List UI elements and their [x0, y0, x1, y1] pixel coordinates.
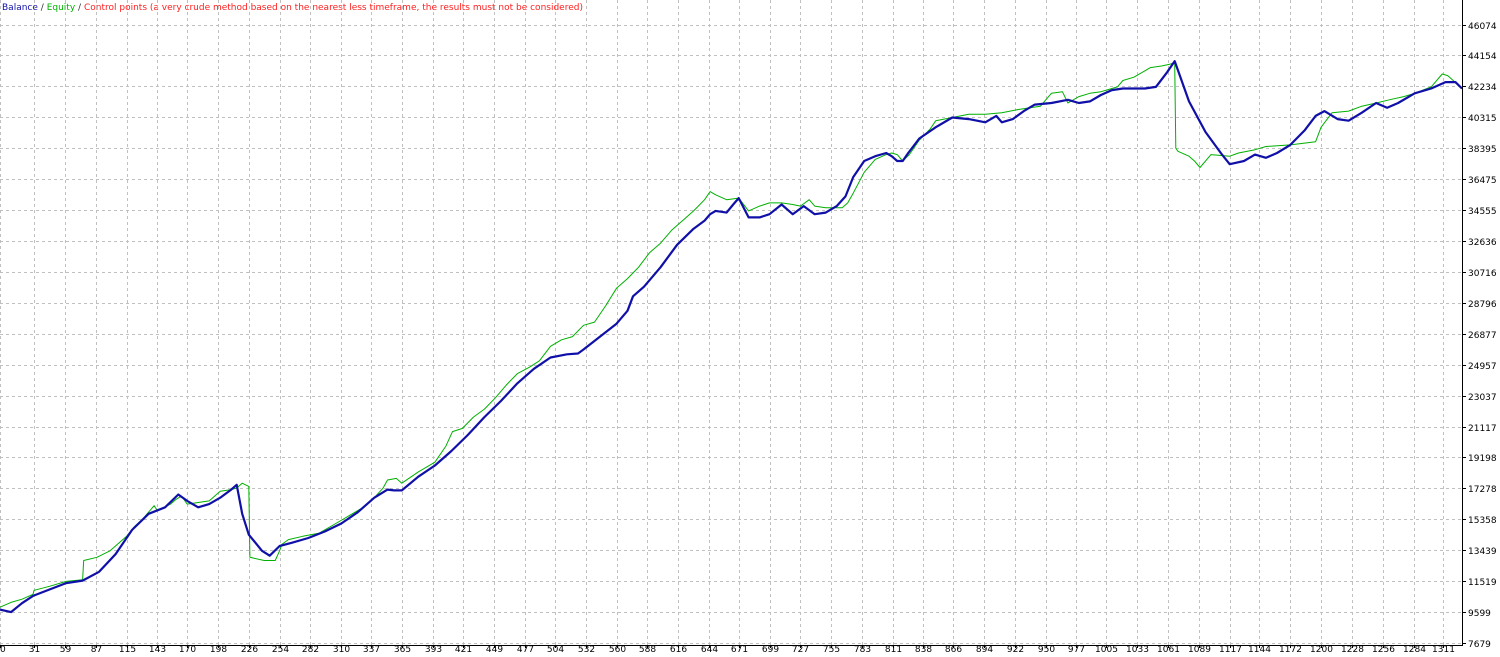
y-tick-label: 21117: [1468, 424, 1497, 434]
x-tick-label: 532: [578, 645, 595, 655]
x-tick-label: 894: [976, 645, 993, 655]
series-line-balance: [0, 59, 1463, 614]
x-tick-label: 115: [119, 645, 136, 655]
y-tick-label: 26877: [1468, 331, 1497, 341]
x-tick-label: 310: [333, 645, 350, 655]
x-tick-label: 1256: [1372, 645, 1395, 655]
x-tick-label: 282: [302, 645, 319, 655]
x-tick-label: 1172: [1279, 645, 1302, 655]
x-tick-label: 811: [885, 645, 902, 655]
x-tick-label: 560: [609, 645, 626, 655]
y-tick-label: 30716: [1468, 269, 1497, 279]
legend-balance: Balance: [2, 3, 38, 13]
x-tick-label: 1200: [1310, 645, 1333, 655]
series-line-equity: [0, 62, 1463, 608]
legend-equity: Equity: [46, 3, 76, 13]
x-tick-label: 950: [1038, 645, 1055, 655]
y-tick-label: 44154: [1468, 52, 1497, 62]
x-tick-label: 143: [149, 645, 166, 655]
x-tick-label: 365: [394, 645, 411, 655]
x-tick-label: 922: [1007, 645, 1024, 655]
x-tick-label: 699: [762, 645, 779, 655]
y-tick-label: 36475: [1468, 176, 1497, 186]
x-axis-ticks: 0 31 59 87 115 143 170 198 226 254 282 310 337 365 393…: [0, 645, 1455, 655]
x-tick-label: 1284: [1403, 645, 1426, 655]
x-tick-label: 393: [425, 645, 442, 655]
x-tick-label: 644: [701, 645, 718, 655]
x-tick-label: 337: [363, 645, 380, 655]
x-tick-label: 421: [455, 645, 472, 655]
y-tick-label: 46074: [1468, 22, 1497, 32]
x-tick-label: 866: [945, 645, 962, 655]
series-layer: [0, 59, 1463, 614]
y-tick-label: 11519: [1468, 578, 1497, 588]
x-tick-label: 1005: [1095, 645, 1118, 655]
x-tick-label: 1311: [1432, 645, 1455, 655]
x-tick-label: 616: [670, 645, 687, 655]
x-tick-label: 588: [639, 645, 656, 655]
x-tick-label: 671: [731, 645, 748, 655]
x-tick-label: 1144: [1248, 645, 1271, 655]
x-tick-label: 477: [517, 645, 534, 655]
y-tick-label: 17278: [1468, 485, 1497, 495]
x-tick-label: 59: [60, 645, 72, 655]
x-tick-label: 504: [547, 645, 564, 655]
x-tick-label: 0: [0, 645, 6, 655]
x-tick-label: 783: [854, 645, 871, 655]
x-tick-label: 170: [179, 645, 196, 655]
y-tick-label: 28796: [1468, 300, 1497, 310]
x-tick-label: 31: [29, 645, 40, 655]
y-tick-label: 34555: [1468, 207, 1497, 217]
legend-control-points: Control points (a very crude method base…: [83, 3, 583, 13]
x-tick-label: 1061: [1157, 645, 1180, 655]
y-tick-label: 19198: [1468, 454, 1497, 464]
x-tick-label: 87: [91, 645, 102, 655]
legend-separator: /: [40, 3, 44, 13]
y-tick-label: 42234: [1468, 83, 1497, 93]
x-tick-label: 1033: [1126, 645, 1149, 655]
x-tick-label: 254: [272, 645, 289, 655]
x-tick-label: 1117: [1219, 645, 1242, 655]
y-tick-label: 40315: [1468, 114, 1497, 124]
chart-legend: Balance / Equity / Control points (a ver…: [2, 3, 583, 14]
y-tick-label: 38395: [1468, 145, 1497, 155]
x-tick-label: 977: [1068, 645, 1085, 655]
y-tick-label: 15358: [1468, 516, 1497, 526]
x-tick-label: 198: [210, 645, 227, 655]
x-tick-label: 226: [241, 645, 258, 655]
x-tick-label: 727: [792, 645, 809, 655]
x-tick-label: 755: [823, 645, 840, 655]
y-tick-label: 24957: [1468, 362, 1497, 372]
grid-lines: [0, 0, 1462, 645]
y-tick-label: 32636: [1468, 238, 1497, 248]
legend-separator: /: [78, 3, 82, 13]
y-tick-label: 7679: [1468, 640, 1491, 650]
y-axis-ticks: 7679 9599 11519 13439 15358 17278 19198 21117 23…: [1462, 22, 1497, 650]
x-tick-label: 449: [486, 645, 503, 655]
x-tick-label: 1089: [1188, 645, 1211, 655]
y-tick-label: 13439: [1468, 547, 1497, 557]
y-tick-label: 9599: [1468, 609, 1491, 619]
x-tick-label: 838: [915, 645, 932, 655]
x-tick-label: 1228: [1341, 645, 1364, 655]
y-tick-label: 23037: [1468, 393, 1497, 403]
